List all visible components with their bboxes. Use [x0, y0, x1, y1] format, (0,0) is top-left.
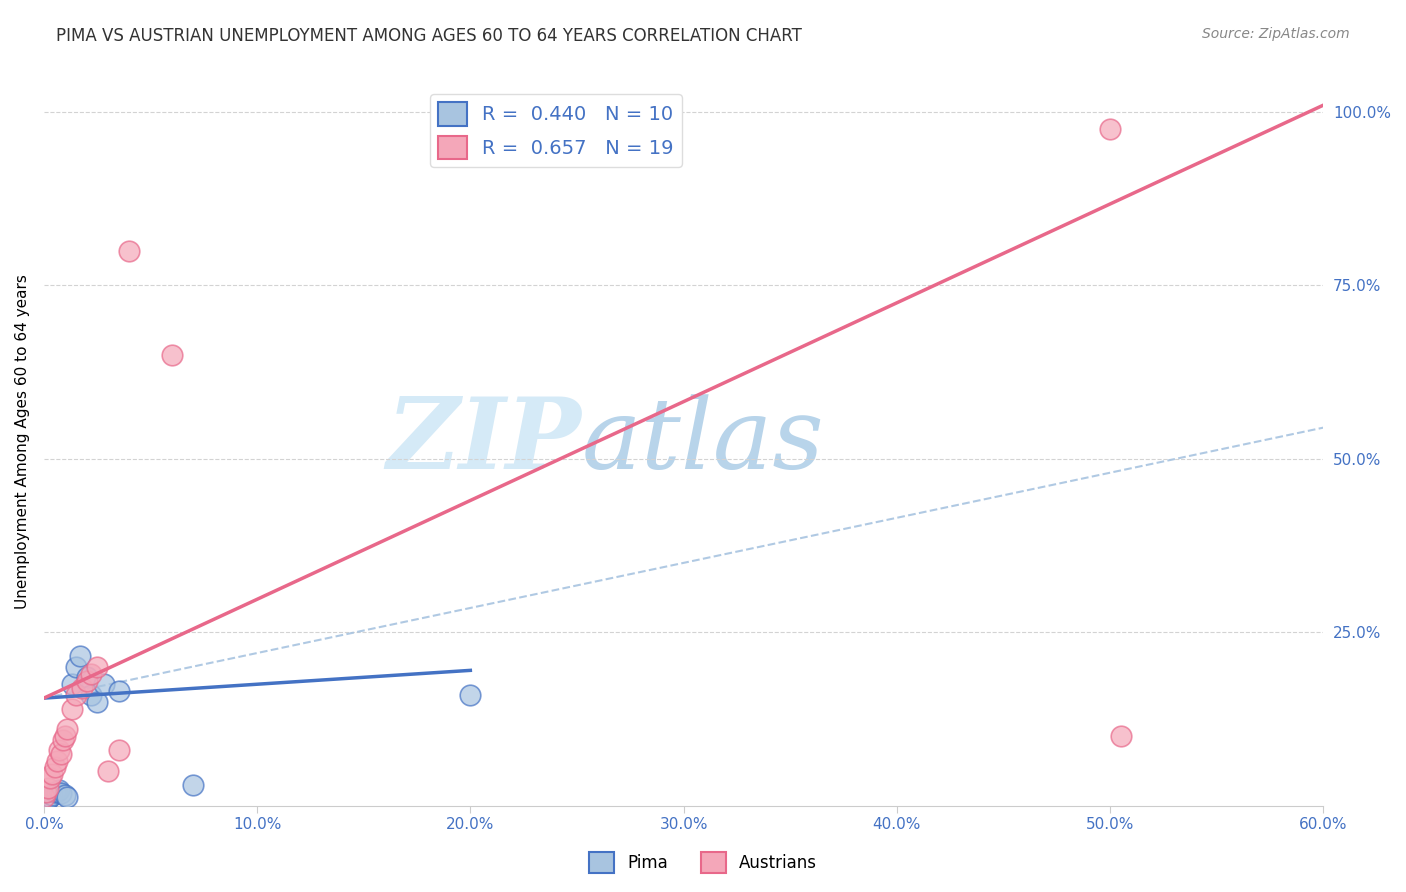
- Point: [107, 684, 129, 698]
- Point: [32, 791, 55, 805]
- Point: [56, 789, 79, 804]
- Point: [48, 743, 70, 757]
- Text: Source: ZipAtlas.com: Source: ZipAtlas.com: [1202, 27, 1350, 41]
- Y-axis label: Unemployment Among Ages 60 to 64 years: Unemployment Among Ages 60 to 64 years: [15, 274, 30, 609]
- Point: [107, 743, 129, 757]
- Point: [160, 348, 183, 362]
- Point: [97, 764, 120, 778]
- Point: [93, 677, 115, 691]
- Point: [181, 778, 204, 792]
- Point: [41, 767, 63, 781]
- Point: [69, 649, 91, 664]
- Point: [49, 747, 72, 761]
- Point: [39, 771, 62, 785]
- Point: [52, 732, 75, 747]
- Point: [460, 688, 482, 702]
- Text: PIMA VS AUSTRIAN UNEMPLOYMENT AMONG AGES 60 TO 64 YEARS CORRELATION CHART: PIMA VS AUSTRIAN UNEMPLOYMENT AMONG AGES…: [56, 27, 801, 45]
- Point: [45, 754, 67, 768]
- Point: [37, 781, 59, 796]
- Point: [53, 729, 76, 743]
- Point: [44, 760, 66, 774]
- Point: [80, 688, 103, 702]
- Point: [48, 783, 70, 797]
- Point: [37, 791, 59, 805]
- Point: [118, 244, 141, 258]
- Point: [65, 660, 87, 674]
- Point: [1109, 729, 1132, 743]
- Point: [44, 785, 66, 799]
- Point: [76, 673, 98, 688]
- Point: [72, 681, 94, 695]
- Point: [56, 723, 79, 737]
- Point: [32, 789, 55, 804]
- Point: [39, 789, 62, 804]
- Point: [35, 785, 58, 799]
- Point: [86, 660, 108, 674]
- Text: ZIP: ZIP: [387, 393, 581, 490]
- Point: [60, 677, 83, 691]
- Point: [49, 786, 72, 800]
- Point: [80, 666, 103, 681]
- Point: [41, 788, 63, 802]
- Point: [1099, 122, 1122, 136]
- Point: [86, 695, 108, 709]
- Point: [53, 788, 76, 802]
- Point: [76, 670, 98, 684]
- Legend: R =  0.440   N = 10, R =  0.657   N = 19: R = 0.440 N = 10, R = 0.657 N = 19: [430, 95, 682, 167]
- Text: atlas: atlas: [581, 394, 824, 489]
- Legend: Pima, Austrians: Pima, Austrians: [582, 846, 824, 880]
- Point: [60, 701, 83, 715]
- Point: [65, 688, 87, 702]
- Point: [45, 785, 67, 799]
